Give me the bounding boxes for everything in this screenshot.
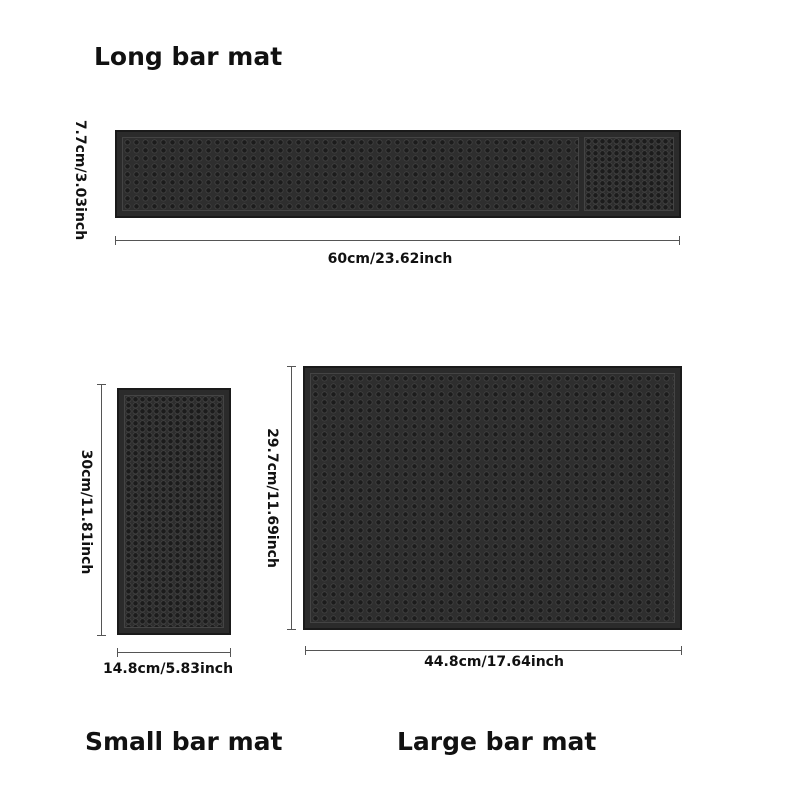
small-mat-width-label: 14.8cm/5.83inch: [102, 661, 234, 677]
large-mat-width-label: 44.8cm/17.64inch: [424, 654, 564, 670]
small-bar-mat-image: [117, 388, 231, 635]
small-mat-title: Small bar mat: [85, 727, 283, 756]
long-mat-width-line: [115, 236, 680, 245]
long-bar-mat-image: [115, 130, 681, 218]
small-mat-height-label: 30cm/11.81inch: [78, 449, 94, 575]
small-mat-width-line: [117, 648, 231, 657]
long-mat-width-label: 60cm/23.62inch: [327, 251, 453, 267]
small-mat-height-line: [97, 384, 106, 636]
large-mat-height-label: 29.7cm/11.69inch: [264, 428, 280, 568]
large-bar-mat-image: [303, 366, 682, 630]
large-mat-width-line: [305, 646, 682, 655]
long-mat-title: Long bar mat: [94, 42, 283, 71]
large-mat-height-line: [287, 366, 296, 630]
long-mat-height-label: 7.7cm/3.03inch: [72, 119, 88, 241]
large-mat-title: Large bar mat: [397, 727, 597, 756]
